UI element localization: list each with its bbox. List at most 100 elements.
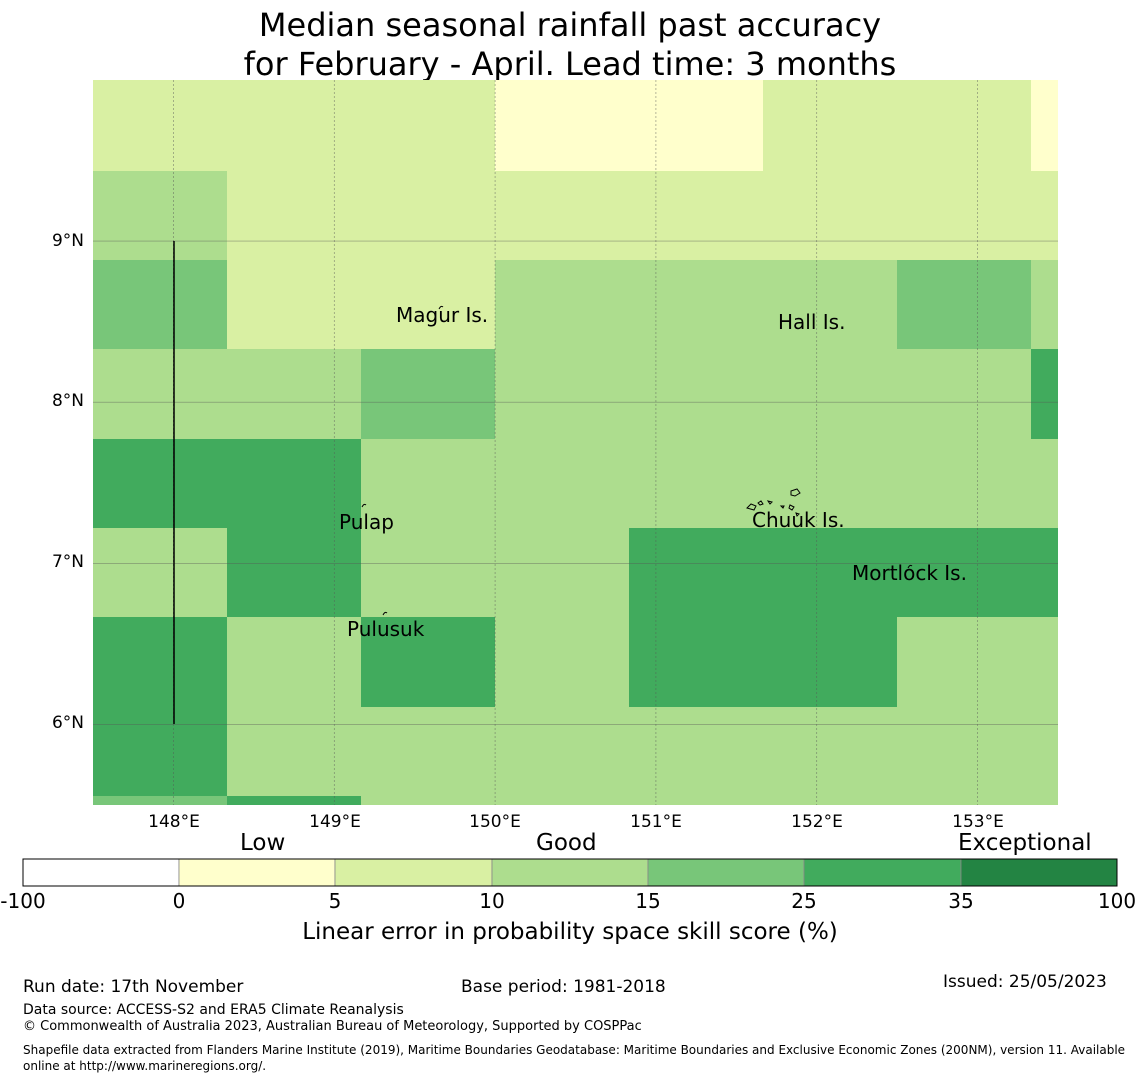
- skill-cell: [629, 707, 763, 796]
- x-tick-151e: 151°E: [630, 812, 682, 832]
- skill-cell: [629, 439, 763, 528]
- skill-cell: [1031, 260, 1058, 349]
- skill-cell: [495, 349, 629, 439]
- skill-cell: [763, 528, 897, 617]
- skill-cell: [763, 707, 897, 796]
- legend-tick-25: 25: [791, 889, 817, 913]
- skill-cell: [1031, 439, 1058, 528]
- skill-cell: [629, 617, 763, 707]
- skill-cell: [1031, 349, 1058, 439]
- island-outline: [438, 305, 444, 310]
- skill-cell: [361, 796, 495, 805]
- issued-date: Issued: 25/05/2023: [943, 972, 1107, 992]
- y-tick-9n: 9°N: [51, 231, 84, 251]
- colorbar-segment: [803, 858, 962, 887]
- skill-cell: [495, 707, 629, 796]
- skill-cell: [495, 260, 629, 349]
- skill-cell: [495, 796, 629, 805]
- skill-cell: [93, 80, 227, 171]
- skill-cell: [629, 171, 763, 260]
- skill-cell: [227, 80, 361, 171]
- skill-cell: [93, 171, 227, 260]
- colorbar-segment: [22, 858, 180, 887]
- skill-cell: [227, 349, 361, 439]
- skill-cell: [897, 528, 1031, 617]
- legend-tick-100: 100: [1097, 889, 1137, 913]
- skill-cell: [227, 796, 361, 805]
- skill-cell: [93, 796, 227, 805]
- y-tick-7n: 7°N: [51, 552, 84, 572]
- island-label: Magur Is.: [396, 303, 488, 327]
- island-label: Pulap: [339, 510, 394, 534]
- skill-cell: [495, 439, 629, 528]
- skill-cell: [629, 349, 763, 439]
- colorbar-segment: [178, 858, 336, 887]
- base-period: Base period: 1981-2018: [461, 977, 666, 997]
- chart-title-line-2: for February - April. Lead time: 3 month…: [243, 45, 897, 83]
- skill-cell: [361, 80, 495, 171]
- skill-cell: [495, 80, 629, 171]
- colorbar-frame: [22, 858, 1118, 887]
- chart-title-line-1: Median seasonal rainfall past accuracy: [258, 6, 882, 44]
- skill-cell: [495, 528, 629, 617]
- island-label: Pulusuk: [347, 617, 425, 641]
- skill-cell: [93, 439, 227, 528]
- x-tick-153e: 153°E: [952, 812, 1004, 832]
- skill-cell: [763, 439, 897, 528]
- skill-cell: [495, 617, 629, 707]
- skill-cell: [1031, 796, 1058, 805]
- skill-cell: [361, 528, 495, 617]
- x-tick-150e: 150°E: [469, 812, 521, 832]
- skill-cell: [897, 171, 1031, 260]
- island-label: Mortlock Is.: [852, 561, 967, 585]
- legend-tick-35: 35: [948, 889, 974, 913]
- skill-cell: [1031, 80, 1058, 171]
- run-date: Run date: 17th November: [23, 977, 244, 997]
- skill-cell: [93, 617, 227, 707]
- skill-cell: [93, 528, 227, 617]
- colorbar-segment: [334, 858, 493, 887]
- skill-cell: [763, 171, 897, 260]
- skill-cell: [93, 349, 227, 439]
- legend-tick-minus-100: -100: [0, 889, 46, 913]
- island-outline: [361, 503, 367, 508]
- skill-cell: [763, 349, 897, 439]
- skill-cell: [227, 439, 361, 528]
- y-tick-6n: 6°N: [51, 713, 84, 733]
- skill-cell: [629, 80, 763, 171]
- skill-cell: [227, 260, 361, 349]
- skill-cell: [629, 796, 763, 805]
- skill-cell: [763, 617, 897, 707]
- skill-cell: [361, 171, 495, 260]
- skill-cell: [361, 707, 495, 796]
- legend-axis-label: Linear error in probability space skill …: [302, 919, 838, 945]
- skill-cell: [1031, 707, 1058, 796]
- island-outline: [382, 611, 388, 616]
- skill-cell: [897, 80, 1031, 171]
- x-tick-148e: 148°E: [148, 812, 200, 832]
- skill-cell: [227, 617, 361, 707]
- island-outline: [907, 564, 913, 569]
- skill-cell: [763, 796, 897, 805]
- skill-cell: [763, 260, 897, 349]
- skill-cell: [361, 260, 495, 349]
- island-label: Chuuk Is.: [752, 508, 845, 532]
- x-tick-149e: 149°E: [309, 812, 361, 832]
- skill-cell: [1031, 171, 1058, 260]
- skill-cell: [897, 439, 1031, 528]
- skill-cell: [1031, 528, 1058, 617]
- skill-cell: [93, 260, 227, 349]
- data-source: Data source: ACCESS-S2 and ERA5 Climate …: [23, 1002, 404, 1018]
- chuuk-islands-outline: [746, 488, 801, 517]
- legend-category-good: Good: [536, 830, 597, 856]
- skill-cell: [763, 80, 897, 171]
- skill-cell: [897, 796, 1031, 805]
- island-label: Hall Is.: [778, 310, 845, 334]
- legend-category-low: Low: [240, 830, 286, 856]
- skill-cell: [361, 617, 495, 707]
- skill-cell: [629, 528, 763, 617]
- skill-cell: [897, 349, 1031, 439]
- x-tick-152e: 152°E: [791, 812, 843, 832]
- shapefile-credit: Shapefile data extracted from Flanders M…: [23, 1043, 1126, 1073]
